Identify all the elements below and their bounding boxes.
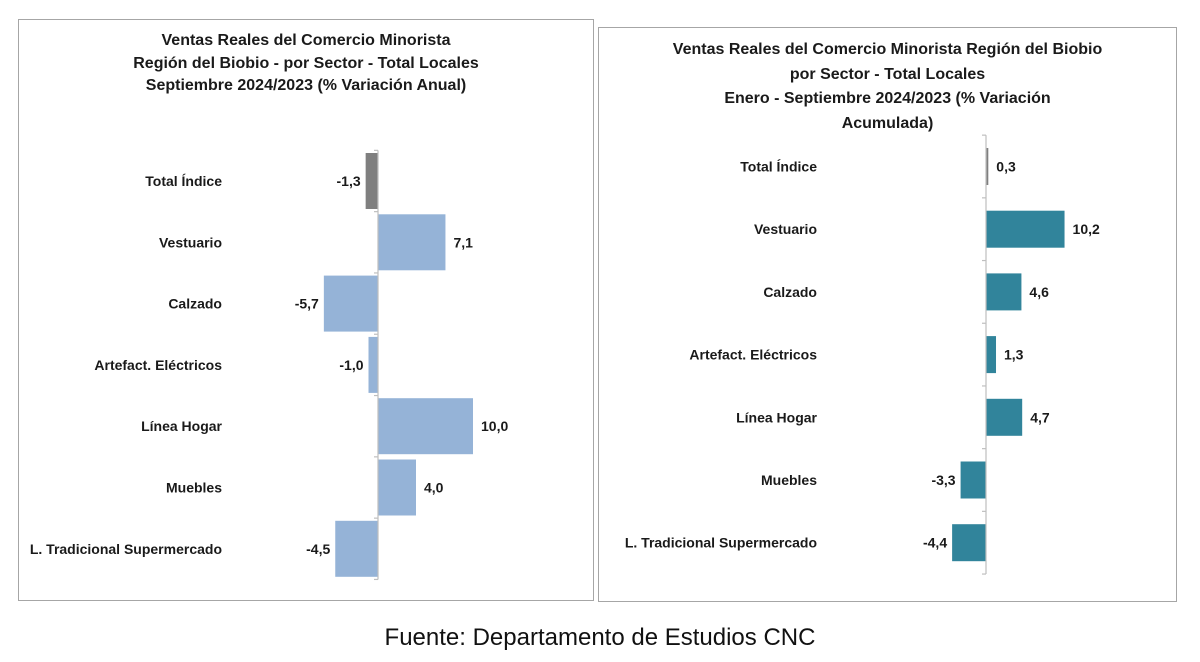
- category-label: L. Tradicional Supermercado: [625, 535, 817, 551]
- chart-panel-cumulative: Ventas Reales del Comercio Minorista Reg…: [598, 27, 1177, 602]
- category-label: Línea Hogar: [141, 418, 222, 434]
- chart-panel-monthly: Ventas Reales del Comercio Minorista Reg…: [18, 19, 594, 601]
- bar-muebles: [378, 459, 416, 516]
- category-label: Vestuario: [159, 234, 222, 250]
- data-label: -4,4: [923, 535, 947, 551]
- category-label: Artefact. Eléctricos: [689, 347, 817, 363]
- category-label: Muebles: [166, 480, 222, 496]
- chart-title-line: Región del Biobio - por Sector - Total L…: [133, 54, 479, 72]
- chart-title-line: Ventas Reales del Comercio Minorista Reg…: [672, 41, 1103, 58]
- category-label: Línea Hogar: [736, 409, 817, 425]
- data-label: -3,3: [931, 472, 955, 488]
- bar-total-ndice: [365, 153, 378, 209]
- bar-l-tradicional-supermercado: [952, 524, 986, 562]
- bar-chart-cumulative: Total Índice 0,3 Vestuario 10,2 Calzado 4,6 Ar…: [625, 134, 1100, 575]
- category-label: Artefact. Eléctricos: [94, 357, 222, 373]
- data-label: -4,5: [306, 541, 330, 557]
- data-label: 4,7: [1030, 409, 1050, 425]
- data-label: 0,3: [996, 159, 1016, 175]
- bar-l-nea-hogar: [986, 398, 1023, 436]
- data-label: 4,6: [1029, 284, 1049, 300]
- bar-vestuario: [986, 210, 1065, 248]
- chart-title-line: Ventas Reales del Comercio Minorista: [161, 32, 451, 49]
- chart-title-line: Acumulada): [841, 114, 934, 132]
- data-label: 1,3: [1004, 347, 1024, 363]
- bar-chart-monthly: Total Índice -1,3 Vestuario 7,1 Calzado -5,7 A…: [30, 149, 508, 581]
- category-label: Vestuario: [754, 221, 817, 237]
- data-label: -5,7: [295, 296, 319, 312]
- category-label: Calzado: [168, 296, 222, 312]
- category-label: Total Índice: [740, 159, 817, 175]
- data-label: 10,2: [1073, 221, 1100, 237]
- data-label: 10,0: [481, 418, 508, 434]
- source-note: Fuente: Departamento de Estudios CNC: [384, 624, 816, 651]
- category-label: Muebles: [761, 472, 817, 488]
- category-label: L. Tradicional Supermercado: [30, 541, 222, 557]
- data-label: -1,3: [337, 173, 361, 189]
- bar-l-nea-hogar: [378, 398, 473, 455]
- chart-title-line: Septiembre 2024/2023 (% Variación Anual): [145, 77, 467, 94]
- data-label: 7,1: [453, 234, 473, 250]
- bar-total-ndice: [986, 148, 989, 185]
- data-label: -1,0: [339, 357, 363, 373]
- bar-calzado: [323, 275, 378, 332]
- chart-title: Ventas Reales del Comercio Minorista Reg…: [19, 30, 593, 98]
- bar-vestuario: [378, 214, 446, 271]
- bar-calzado: [986, 273, 1022, 311]
- bar-artefact-el-ctricos: [368, 336, 378, 393]
- chart-title-line: Enero - Septiembre 2024/2023 (% Variació…: [724, 90, 1051, 107]
- chart-title-line: por Sector - Total Locales: [789, 65, 986, 83]
- chart-title: Ventas Reales del Comercio Minorista Reg…: [599, 38, 1176, 136]
- category-label: Calzado: [763, 284, 817, 300]
- bar-artefact-el-ctricos: [986, 336, 997, 374]
- category-label: Total Índice: [145, 173, 222, 189]
- data-label: 4,0: [424, 480, 444, 496]
- bar-muebles: [960, 461, 986, 499]
- bar-l-tradicional-supermercado: [335, 520, 378, 577]
